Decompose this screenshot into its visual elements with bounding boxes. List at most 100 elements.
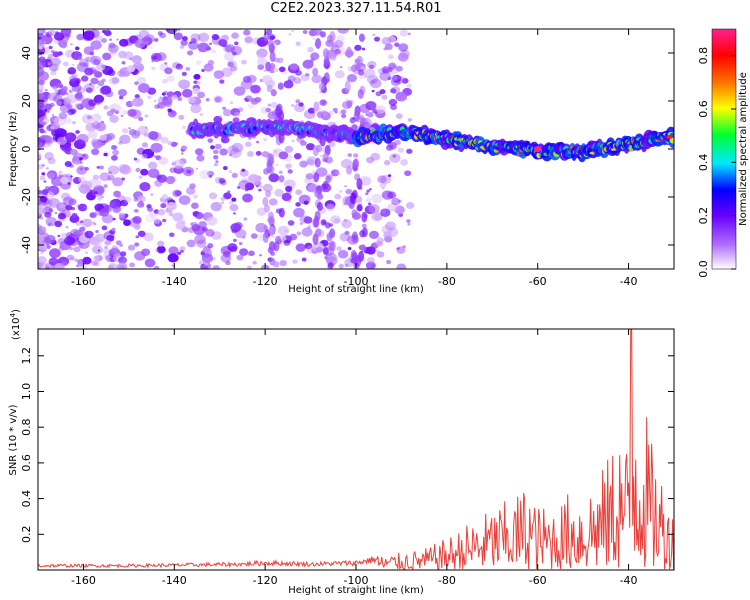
noise-blob: [91, 260, 98, 266]
noise-blob: [38, 101, 45, 109]
noise-blob: [154, 179, 163, 187]
noise-blob: [169, 232, 175, 237]
noise-blob: [56, 82, 63, 88]
noise-blob: [161, 78, 168, 84]
noise-blob: [278, 170, 283, 174]
noise-blob: [122, 128, 129, 134]
noise-blob: [146, 204, 152, 209]
noise-blob: [38, 65, 42, 72]
noise-blob: [107, 265, 115, 269]
noise-blob: [275, 163, 279, 167]
noise-blob: [189, 41, 192, 44]
noise-blob: [381, 37, 392, 46]
noise-blob: [39, 128, 45, 134]
noise-blob: [278, 207, 285, 218]
noise-blob: [77, 233, 81, 237]
noise-blob: [278, 66, 286, 73]
noise-blob: [259, 185, 263, 189]
noise-blob: [375, 240, 383, 247]
noise-blob: [76, 62, 89, 73]
x-tick-label: -120: [253, 275, 278, 288]
noise-blob: [151, 66, 156, 71]
noise-blob: [65, 232, 73, 238]
noise-blob: [118, 140, 123, 145]
noise-blob: [42, 121, 47, 125]
noise-blob: [337, 29, 349, 34]
noise-blob: [76, 33, 85, 41]
noise-blob: [241, 168, 246, 172]
noise-blob: [190, 33, 201, 42]
noise-blob: [89, 177, 102, 188]
noise-blob: [77, 203, 88, 212]
noise-blob: [164, 67, 173, 75]
noise-blob: [92, 69, 98, 74]
noise-blob: [399, 29, 409, 37]
noise-blob: [83, 218, 93, 227]
noise-blob: [150, 142, 163, 153]
noise-blob: [307, 107, 316, 114]
noise-blob: [76, 165, 87, 175]
noise-blob: [210, 201, 222, 212]
noise-blob: [292, 259, 298, 264]
noise-blob: [312, 67, 319, 76]
noise-blob: [151, 55, 158, 61]
noise-blob: [360, 65, 366, 70]
noise-blob: [322, 180, 329, 190]
noise-blob: [101, 38, 107, 43]
noise-blob: [71, 73, 78, 79]
noise-blob: [304, 242, 313, 250]
noise-blob: [252, 260, 257, 265]
noise-blob: [265, 61, 272, 72]
y-tick-label: 0: [20, 146, 33, 153]
noise-blob: [306, 143, 315, 151]
noise-blob: [229, 203, 239, 212]
noise-blob: [328, 110, 334, 115]
noise-blob: [53, 32, 65, 41]
noise-blob: [73, 77, 78, 81]
y-tick-label: 0.6: [20, 454, 33, 472]
noise-blob: [193, 73, 201, 80]
noise-blob: [394, 42, 400, 47]
noise-blob: [285, 185, 293, 192]
noise-blob: [324, 144, 331, 156]
noise-blob: [289, 63, 299, 71]
noise-blob: [315, 37, 322, 50]
noise-blob: [201, 69, 205, 72]
noise-blob: [349, 117, 356, 124]
noise-blob: [219, 79, 225, 84]
noise-blob: [351, 209, 358, 218]
noise-blob: [352, 256, 359, 266]
noise-blob: [84, 230, 94, 239]
y-tick-label: 20: [20, 94, 33, 108]
noise-blob: [233, 212, 236, 215]
noise-blob: [222, 166, 228, 171]
noise-blob: [365, 198, 372, 203]
noise-blob: [57, 39, 68, 48]
ridge-peak: [666, 135, 673, 139]
noise-blob: [85, 251, 88, 254]
noise-blob: [70, 175, 73, 178]
noise-blob: [231, 32, 239, 39]
noise-blob: [180, 39, 188, 46]
noise-blob: [128, 127, 131, 130]
noise-blob: [154, 248, 159, 252]
noise-blob: [132, 62, 144, 73]
snr-background: [38, 329, 674, 570]
noise-blob: [40, 96, 48, 103]
noise-blob: [101, 64, 106, 69]
noise-blob: [49, 248, 61, 259]
noise-blob: [44, 103, 53, 111]
noise-blob: [244, 36, 253, 44]
noise-blob: [74, 92, 83, 100]
noise-blob: [281, 192, 292, 202]
noise-blob: [285, 163, 292, 169]
noise-blob: [196, 154, 205, 162]
noise-blob: [351, 231, 358, 241]
noise-blob: [92, 140, 103, 149]
colorbar: 0.0 0.2 0.4 0.6 0.8 Normalized spectral ampl…: [697, 28, 749, 278]
noise-blob: [105, 30, 112, 37]
noise-blob: [366, 111, 374, 118]
noise-blob: [119, 95, 124, 100]
noise-blob: [287, 169, 293, 174]
noise-blob: [238, 242, 243, 246]
